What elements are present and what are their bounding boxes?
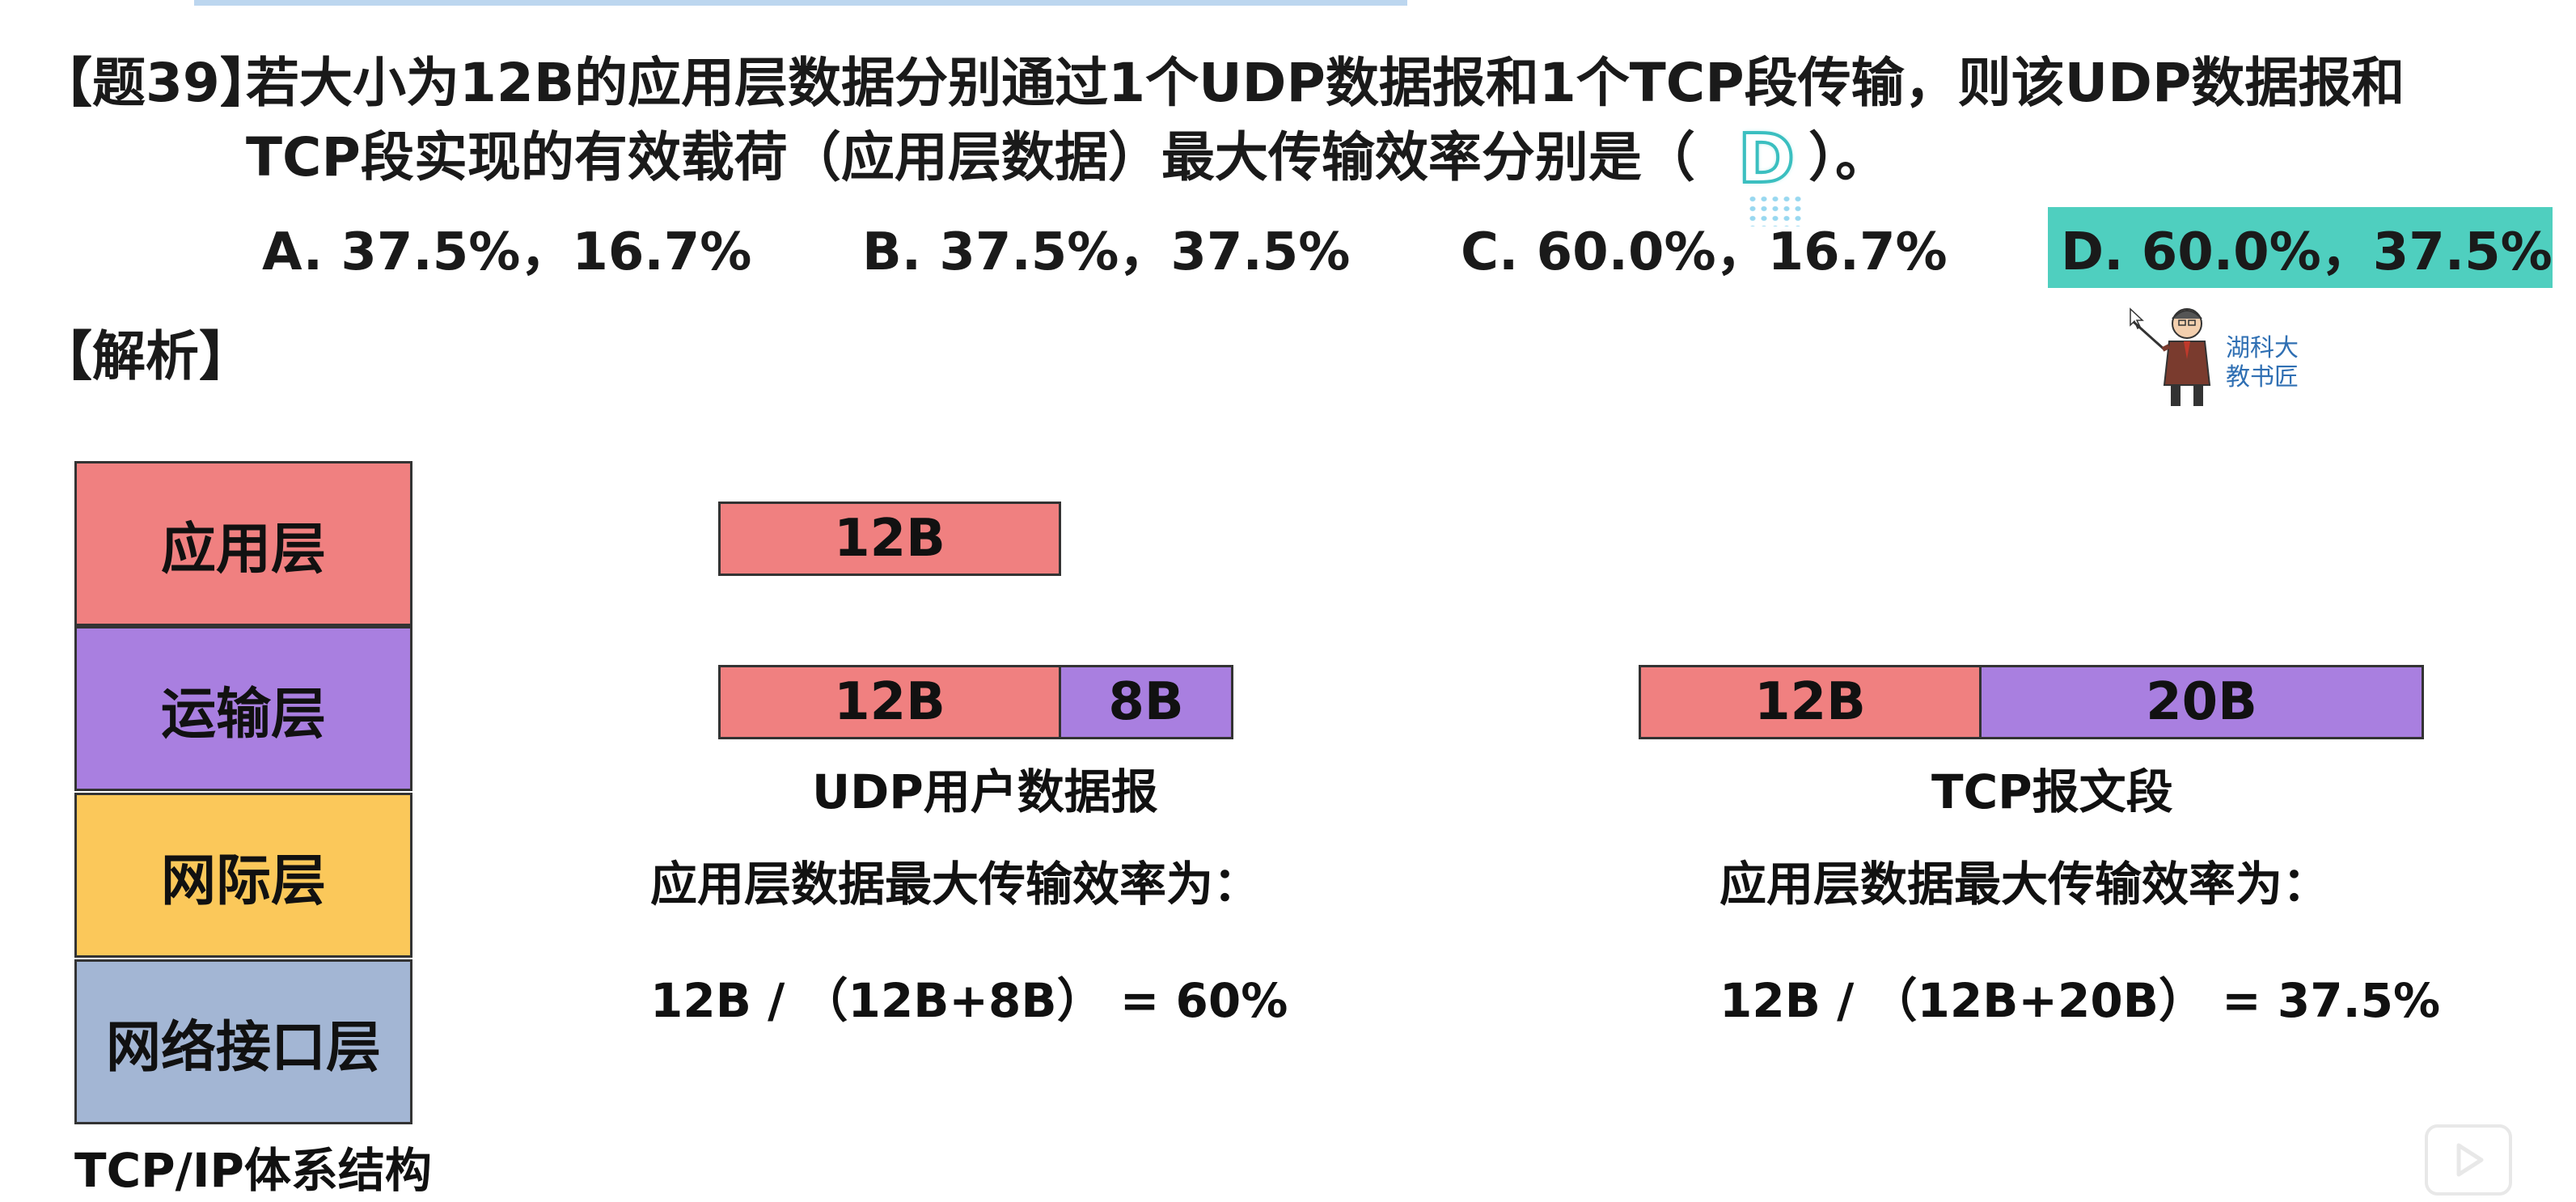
tcp-caption: TCP报文段 <box>1931 764 2173 819</box>
mascot-label-line-2: 教书匠 <box>2226 363 2299 391</box>
answer-sparkle-dots <box>1747 194 1804 226</box>
stack-caption: TCP/IP体系结构 <box>74 1143 432 1198</box>
correct-option-highlight <box>2048 207 2553 288</box>
question-line-2-end: ）。 <box>1808 126 1889 188</box>
udp-caption: UDP用户数据报 <box>812 764 1158 819</box>
question-line-1: 若大小为12B的应用层数据分别通过1个UDP数据报和1个TCP段传输，则该UDP… <box>246 52 2405 114</box>
udp-efficiency-label: 应用层数据最大传输效率为： <box>650 857 1261 912</box>
mascot-label-line-1: 湖科大 <box>2226 334 2299 362</box>
layer-internet: 网际层 <box>74 793 412 958</box>
udp-header-segment: 8B <box>1059 665 1233 739</box>
layer-application: 应用层 <box>74 461 412 626</box>
answer-mark: D <box>1736 117 1796 200</box>
play-icon <box>2456 1143 2484 1177</box>
layer-network-interface: 网络接口层 <box>74 959 412 1124</box>
question-line-2: TCP段实现的有效载荷（应用层数据）最大传输效率分别是（ <box>246 126 1695 188</box>
play-button[interactable] <box>2425 1124 2512 1196</box>
app-data-segment: 12B <box>718 502 1061 576</box>
option-a: A. 37.5%，16.7% <box>262 222 752 282</box>
tcp-efficiency-label: 应用层数据最大传输效率为： <box>1719 857 2330 912</box>
option-d: D. 60.0%，37.5% <box>2061 222 2553 282</box>
tcp-header-segment: 20B <box>1979 665 2424 739</box>
udp-data-segment: 12B <box>718 665 1061 739</box>
udp-formula: 12B / （12B+8B） = 60% <box>650 973 1288 1028</box>
option-c: C. 60.0%，16.7% <box>1461 222 1948 282</box>
question-label: 【题39】 <box>39 52 273 114</box>
teacher-mascot-icon <box>2132 308 2211 406</box>
analysis-heading: 【解析】 <box>39 325 252 387</box>
tcp-formula: 12B / （12B+20B） = 37.5% <box>1719 973 2441 1028</box>
option-b: B. 37.5%，37.5% <box>862 222 1351 282</box>
layer-transport: 运输层 <box>74 626 412 791</box>
video-progress-strip <box>194 0 1407 6</box>
tcp-data-segment: 12B <box>1639 665 1982 739</box>
